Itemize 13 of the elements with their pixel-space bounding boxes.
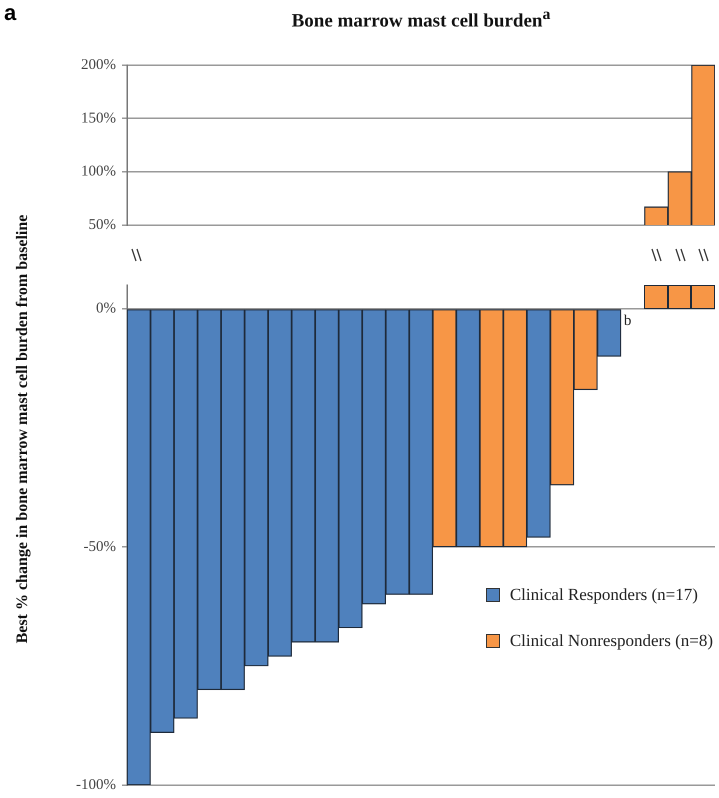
y-tick-label: -50% [84, 538, 116, 555]
annotation: b [624, 312, 632, 330]
legend-label: Clinical Nonresponders (n=8) [510, 631, 713, 651]
y-axis-title: Best % change in bone marrow mast cell burden from baseline [14, 214, 32, 646]
y-tick-label: 50% [88, 216, 116, 233]
legend-label: Clinical Responders (n=17) [510, 585, 698, 605]
chart-title: Bone marrow mast cell burden$^{a}$ [290, 6, 552, 32]
text: a [4, 0, 16, 26]
y-tick-label: 0% [96, 300, 116, 317]
y-tick-label: 100% [81, 164, 116, 180]
y-tick-label: 200% [81, 56, 116, 73]
y-tick-label: -100% [76, 776, 116, 793]
y-tick-label: 150% [81, 110, 116, 126]
